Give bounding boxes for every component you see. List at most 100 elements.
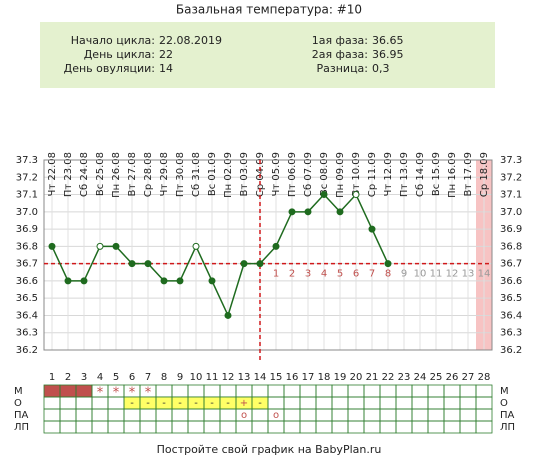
row-symbol: +: [240, 398, 248, 409]
x-tick-label: 14: [254, 372, 267, 383]
temperature-point: [368, 225, 376, 233]
x-tick-label: 19: [334, 372, 347, 383]
info-value: 36.65: [372, 34, 404, 47]
row-label-right: ЛП: [500, 422, 515, 433]
y-tick-label: 37.0: [16, 207, 38, 218]
temperature-line: [51, 193, 389, 318]
date-label: Вт 10.09: [351, 152, 362, 197]
row-symbol: -: [226, 398, 230, 409]
row-fill: [124, 397, 140, 409]
row-fill: [140, 397, 156, 409]
luteal-day-label: 7: [369, 269, 375, 280]
x-tick-label: 26: [446, 372, 459, 383]
temperature-point: [160, 277, 168, 285]
row-label: ЛП: [14, 422, 29, 433]
luteal-day-label: 12: [446, 269, 459, 280]
luteal-day-label: 13: [462, 269, 475, 280]
info-value: 36.95: [372, 48, 404, 61]
temperature-point: [288, 208, 296, 216]
x-tick-label: 15: [270, 372, 283, 383]
x-tick-label: 1: [49, 372, 55, 383]
x-tick-label: 13: [238, 372, 251, 383]
row-symbol: -: [258, 398, 262, 409]
row-symbol: *: [97, 386, 104, 401]
temperature-point: [80, 277, 88, 285]
y-tick-label-right: 37.0: [500, 207, 522, 218]
y-tick-label-right: 36.5: [500, 293, 522, 304]
x-tick-label: 20: [350, 372, 363, 383]
date-label: Вт 27.08: [127, 152, 138, 197]
row-symbol: o: [241, 410, 247, 421]
row-label: О: [14, 398, 22, 409]
temperature-point: [240, 260, 248, 268]
info-label: День цикла:: [84, 48, 155, 61]
x-tick-label: 23: [398, 372, 411, 383]
temperature-point: [224, 311, 232, 319]
row-fill: [204, 397, 220, 409]
y-tick-label-right: 37.3: [500, 155, 522, 166]
plot-border: [43, 159, 493, 351]
info-value: 14: [159, 62, 173, 75]
y-tick-label: 36.6: [16, 276, 38, 287]
y-tick-label: 36.4: [16, 310, 38, 321]
temperature-point: [96, 242, 104, 250]
info-label: Начало цикла:: [71, 34, 155, 47]
row-label-right: ПА: [500, 410, 515, 421]
x-tick-label: 28: [478, 372, 491, 383]
date-label: Пт 23.08: [63, 152, 74, 197]
temperature-point: [112, 242, 120, 250]
temperature-point: [128, 260, 136, 268]
row-fill: [172, 397, 188, 409]
temperature-point: [176, 277, 184, 285]
x-tick-label: 22: [382, 372, 395, 383]
y-tick-label: 36.9: [16, 224, 38, 235]
info-box: [40, 22, 495, 88]
date-label: Вс 15.09: [431, 152, 442, 196]
date-label: Сб 24.08: [79, 152, 90, 197]
x-tick-label: 11: [206, 372, 219, 383]
x-tick-label: 4: [97, 372, 103, 383]
luteal-day-label: 1: [273, 269, 279, 280]
row-label: М: [14, 386, 23, 397]
row-fill: [44, 385, 60, 397]
y-tick-label: 36.8: [16, 241, 38, 252]
y-tick-label: 37.2: [16, 172, 38, 183]
date-label: Вт 03.09: [239, 152, 250, 197]
row-fill: [252, 397, 268, 409]
temperature-point: [272, 242, 280, 250]
row-symbol: -: [146, 398, 150, 409]
luteal-day-label: 11: [430, 269, 443, 280]
date-label: Чт 22.08: [47, 152, 58, 197]
y-tick-label-right: 37.2: [500, 172, 522, 183]
row-label-right: М: [500, 386, 509, 397]
y-tick-label: 37.1: [16, 190, 38, 201]
row-fill: [76, 385, 92, 397]
row-symbol: -: [130, 398, 134, 409]
date-label: Пн 16.09: [447, 152, 458, 198]
x-tick-label: 9: [177, 372, 183, 383]
date-label: Чт 29.08: [159, 152, 170, 197]
date-label: Чт 05.09: [271, 152, 282, 197]
info-label: 2ая фаза:: [312, 48, 368, 61]
row-fill: [60, 385, 76, 397]
date-label: Пт 30.08: [175, 152, 186, 197]
date-label: Пт 06.09: [287, 152, 298, 197]
y-tick-label-right: 36.6: [500, 276, 522, 287]
date-label: Вс 08.09: [319, 152, 330, 196]
luteal-day-label: 2: [289, 269, 295, 280]
row-fill: [236, 397, 252, 409]
luteal-day-label: 10: [414, 269, 427, 280]
row-symbol: o: [273, 410, 279, 421]
date-label: Сб 31.08: [191, 152, 202, 197]
date-label: Чт 12.09: [383, 152, 394, 197]
y-tick-label-right: 36.7: [500, 259, 522, 270]
temperature-point: [192, 242, 200, 250]
row-fill: [188, 397, 204, 409]
date-label: Вс 01.09: [207, 152, 218, 196]
temperature-point: [256, 260, 264, 268]
luteal-day-label: 4: [321, 269, 327, 280]
info-label: 1ая фаза:: [312, 34, 368, 47]
chart-title: Базальная температура: #10: [176, 3, 362, 17]
luteal-day-label: 5: [337, 269, 343, 280]
x-tick-label: 18: [318, 372, 331, 383]
